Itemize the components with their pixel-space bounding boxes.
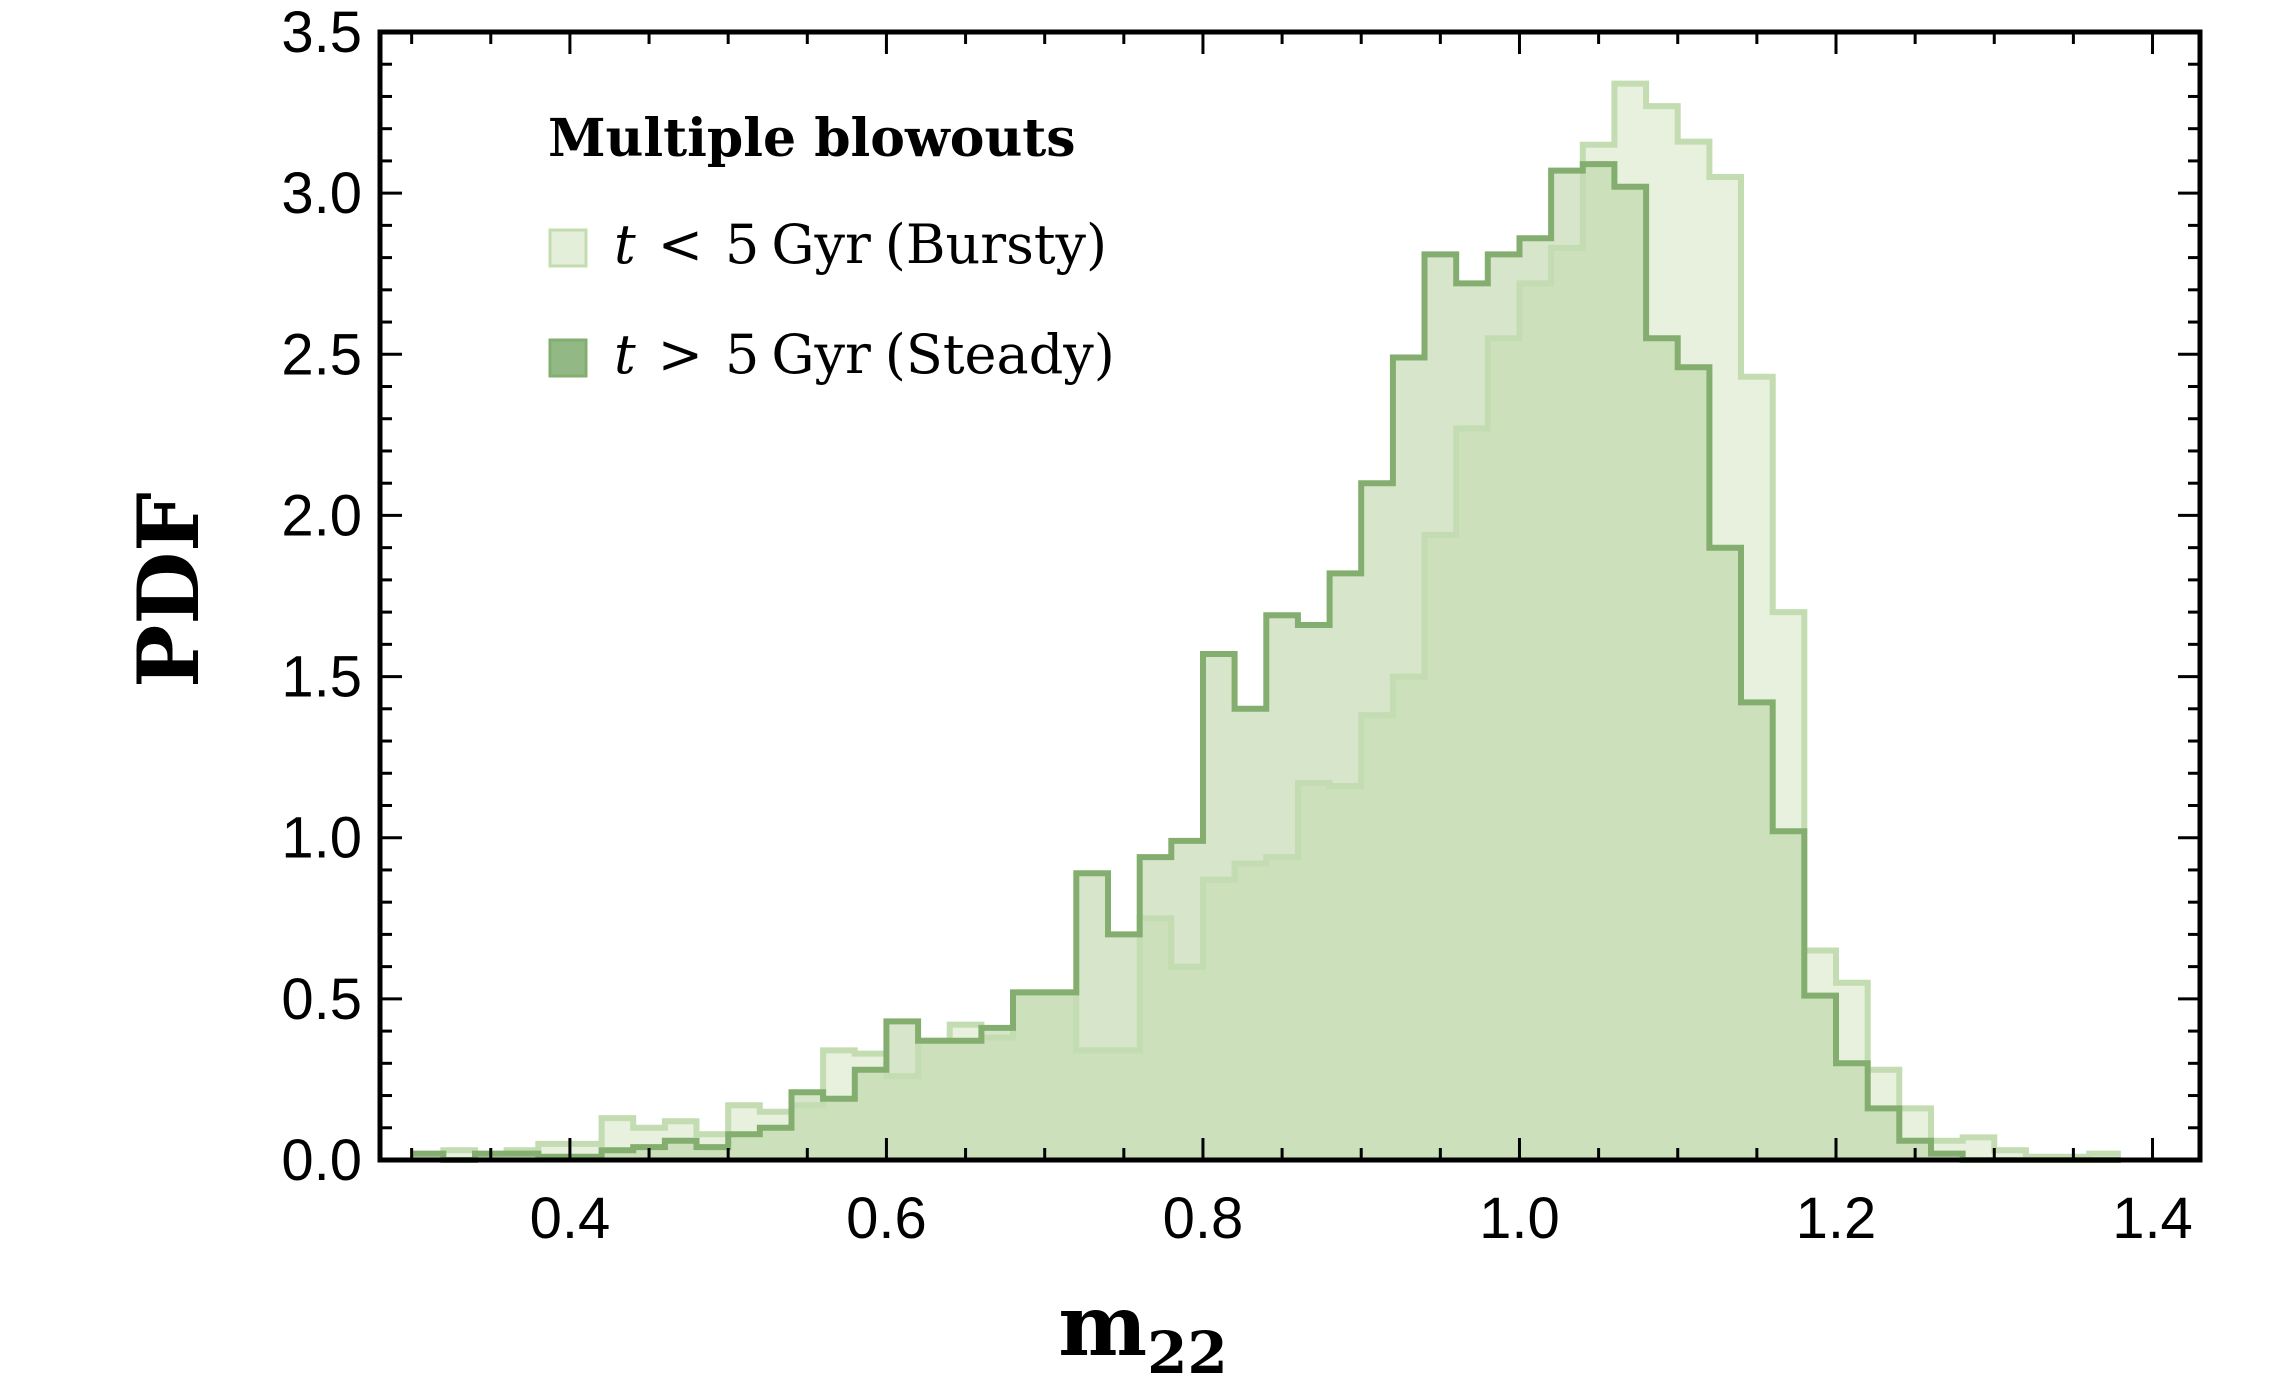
y-tick-label: 3.5	[281, 0, 362, 65]
legend-bursty-var: t	[614, 213, 636, 276]
legend-steady-var: t	[614, 323, 636, 386]
legend-steady-label: (Steady)	[885, 323, 1115, 386]
x-tick-label: 0.4	[530, 1186, 611, 1251]
x-tick-label: 1.4	[2112, 1186, 2193, 1251]
legend-entry-steady: t >5 Gyr (Steady)	[614, 323, 1115, 386]
histogram-outline-bursty	[411, 80, 2121, 1160]
legend-bursty-label: (Bursty)	[885, 213, 1107, 276]
x-axis-label: m22	[1058, 1276, 1228, 1387]
y-tick-label: 1.0	[281, 806, 362, 871]
legend-steady-unit: Gyr	[771, 323, 871, 386]
legend-bursty-rel: <	[658, 213, 703, 276]
histogram-fill-steady	[411, 164, 2121, 1161]
y-tick-label: 3.0	[281, 161, 362, 226]
y-tick-label: 0.0	[281, 1128, 362, 1193]
legend-swatch-steady	[548, 338, 588, 378]
legend-entry-bursty: t <5 Gyr (Bursty)	[614, 213, 1107, 276]
legend-title: Multiple blowouts	[548, 108, 1076, 169]
legend-steady-rel: >	[658, 323, 703, 386]
x-tick-label: 1.2	[1796, 1186, 1877, 1251]
legend: Multiple blowouts t <5 Gyr (Bursty) t >5 Gyr(…	[548, 108, 1115, 386]
x-axis-label-subscript: 22	[1147, 1319, 1228, 1387]
x-tick-label: 0.8	[1163, 1186, 1244, 1251]
y-tick-label: 0.5	[281, 967, 362, 1032]
histogram-outline-steady	[411, 161, 2121, 1163]
x-tick-label: 1.0	[1479, 1186, 1560, 1251]
legend-bursty-unit: Gyr	[771, 213, 871, 276]
legend-steady-num: 5	[725, 323, 759, 386]
y-tick-label: 1.5	[281, 645, 362, 710]
y-tick-label: 2.0	[281, 483, 362, 548]
legend-bursty-num: 5	[725, 213, 759, 276]
plot-layer	[411, 80, 2121, 1163]
plot-frame	[377, 29, 2203, 1163]
x-tick-label: 0.6	[846, 1186, 927, 1251]
y-axis-label: PDF	[119, 492, 218, 688]
x-axis-label-base: m	[1058, 1276, 1147, 1375]
legend-swatch-bursty	[548, 228, 588, 268]
y-tick-label: 2.5	[281, 322, 362, 387]
